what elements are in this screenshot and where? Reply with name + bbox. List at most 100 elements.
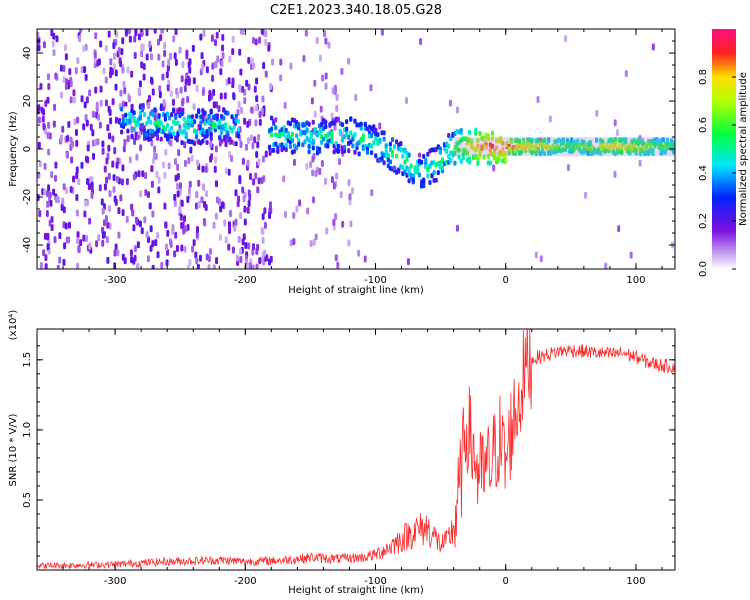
spectrogram-noise-cell bbox=[84, 74, 88, 82]
spectrogram-noise-cell bbox=[90, 191, 94, 199]
spectrogram-noise-cell bbox=[177, 149, 181, 157]
spectrogram-ridge-cell bbox=[503, 156, 507, 162]
spectrogram-noise-cell bbox=[179, 213, 183, 221]
spectrogram-noise-cell bbox=[214, 156, 218, 164]
spectrogram-noise-cell bbox=[50, 215, 54, 223]
spectrogram-noise-cell bbox=[126, 66, 130, 74]
spectrogram-noise-cell bbox=[314, 233, 318, 241]
spectrogram-noise-cell bbox=[205, 253, 209, 261]
spectrogram-noise-cell bbox=[244, 242, 248, 250]
spectrogram-ridge-cell bbox=[374, 153, 378, 159]
spectrogram-noise-cell bbox=[99, 85, 103, 93]
spectrogram-ridge-cell bbox=[447, 143, 451, 149]
spectrogram-noise-cell bbox=[55, 35, 59, 43]
spectrogram-noise-cell bbox=[264, 70, 268, 78]
spectrogram-noise-cell bbox=[237, 195, 241, 203]
spectrogram-noise-cell bbox=[234, 218, 238, 226]
snr-x-tick-label: -100 bbox=[364, 576, 387, 587]
spectrogram-ridge-cell bbox=[288, 143, 292, 149]
spectrogram-noise-cell bbox=[613, 170, 617, 178]
spectrogram-ridge-cell bbox=[422, 153, 426, 159]
spectrogram-noise-cell bbox=[83, 210, 87, 218]
spectrogram-noise-cell bbox=[52, 49, 56, 57]
spectrogram-noise-cell bbox=[114, 69, 118, 77]
spectrogram-ridge-cell bbox=[163, 116, 167, 122]
spectrogram-noise-cell bbox=[116, 175, 120, 183]
spectrogram-ridge-cell bbox=[153, 107, 157, 113]
spectrogram-ridge-cell bbox=[582, 139, 586, 145]
spectrogram-noise-cell bbox=[59, 134, 63, 142]
spectrogram-ridge-cell bbox=[272, 147, 276, 153]
colorbar-tick-label: 0.0 bbox=[698, 261, 709, 277]
spectrogram-noise-cell bbox=[131, 209, 135, 217]
spectrogram-ridge-cell bbox=[417, 172, 422, 178]
spectrogram-noise-cell bbox=[174, 231, 178, 239]
spectrogram-ridge-cell bbox=[336, 143, 340, 149]
spectrogram-ridge-cell bbox=[409, 163, 413, 169]
spectrogram-noise-cell bbox=[378, 122, 382, 130]
spectrogram-noise-cell bbox=[75, 166, 79, 174]
spectrogram-ridge-cell bbox=[215, 115, 220, 121]
spectrogram-noise-cell bbox=[224, 167, 228, 175]
spectrogram-cells bbox=[37, 29, 675, 269]
snr-x-tick-label: -300 bbox=[104, 576, 127, 587]
spectrogram-noise-cell bbox=[195, 225, 199, 233]
spectrogram-ridge-cell bbox=[467, 159, 472, 165]
spectrogram-noise-cell bbox=[283, 210, 287, 218]
spectrogram-ridge-cell bbox=[382, 130, 386, 136]
spectrogram-ridge-cell bbox=[222, 115, 226, 121]
spectrogram-noise-cell bbox=[37, 141, 41, 149]
spectrogram-noise-cell bbox=[94, 86, 98, 94]
spectrogram-noise-cell bbox=[165, 243, 169, 251]
spectrogram-ridge-cell bbox=[661, 137, 665, 143]
spectrogram-ridge-cell bbox=[665, 137, 670, 143]
spectrogram-noise-cell bbox=[190, 154, 194, 162]
spectrogram-noise-cell bbox=[302, 55, 306, 63]
spectrogram-noise-cell bbox=[108, 132, 112, 140]
spectrogram-ridge-cell bbox=[311, 138, 315, 144]
spectrogram-ridge-cell bbox=[230, 128, 234, 134]
spectrogram-ridge-cell bbox=[488, 147, 492, 153]
spectrogram-noise-cell bbox=[239, 106, 243, 114]
spectrogram-noise-cell bbox=[84, 199, 88, 207]
spectrogram-noise-cell bbox=[138, 220, 142, 228]
spectrogram-ridge-cell bbox=[547, 136, 551, 142]
spectrogram-noise-cell bbox=[180, 244, 184, 252]
spectrogram-ridge-cell bbox=[182, 116, 186, 122]
spectrogram-noise-cell bbox=[104, 44, 108, 52]
spectrogram-noise-cell bbox=[324, 82, 328, 90]
spectrogram-noise-cell bbox=[111, 98, 115, 106]
spectrogram-noise-cell bbox=[58, 256, 62, 264]
spectrogram-noise-cell bbox=[75, 139, 79, 147]
spectrogram-noise-cell bbox=[46, 73, 50, 81]
spectrogram-noise-cell bbox=[98, 121, 102, 129]
spectrogram-ridge-cell bbox=[459, 158, 463, 164]
spectrogram-noise-cell bbox=[105, 236, 109, 244]
spectrogram-ridge-cell bbox=[492, 150, 497, 156]
spectrogram-noise-cell bbox=[239, 68, 243, 76]
spectrogram-noise-cell bbox=[151, 88, 155, 96]
spectrogram-noise-cell bbox=[183, 141, 187, 149]
spectrogram-ridge-cell bbox=[207, 120, 211, 126]
spectrogram-ridge-cell bbox=[407, 166, 411, 172]
spectrogram-noise-cell bbox=[309, 160, 313, 168]
spectrogram-noise-cell bbox=[539, 255, 543, 263]
spectrogram-noise-cell bbox=[80, 66, 84, 74]
spectrogram-noise-cell bbox=[104, 215, 108, 223]
spectrogram-ridge-cell bbox=[149, 119, 153, 125]
spectrogram-ridge-cell bbox=[449, 157, 453, 163]
spectrogram-ridge-cell bbox=[201, 127, 205, 133]
spectrogram-ridge-cell bbox=[370, 133, 374, 139]
spectrogram-noise-cell bbox=[354, 94, 358, 102]
spectrogram-noise-cell bbox=[140, 50, 144, 58]
spectrogram-ridge-cell bbox=[407, 152, 411, 158]
spectrogram-ridge-cell bbox=[217, 135, 222, 141]
spectrogram-noise-cell bbox=[105, 157, 109, 165]
spectrogram-ridge-cell bbox=[405, 156, 409, 162]
spectrogram-noise-cell bbox=[215, 31, 219, 39]
spectrogram-noise-cell bbox=[337, 158, 341, 166]
spectrogram-noise-cell bbox=[157, 53, 161, 61]
spectrogram-ridge-cell bbox=[372, 124, 376, 130]
spectrogram-noise-cell bbox=[187, 78, 191, 86]
